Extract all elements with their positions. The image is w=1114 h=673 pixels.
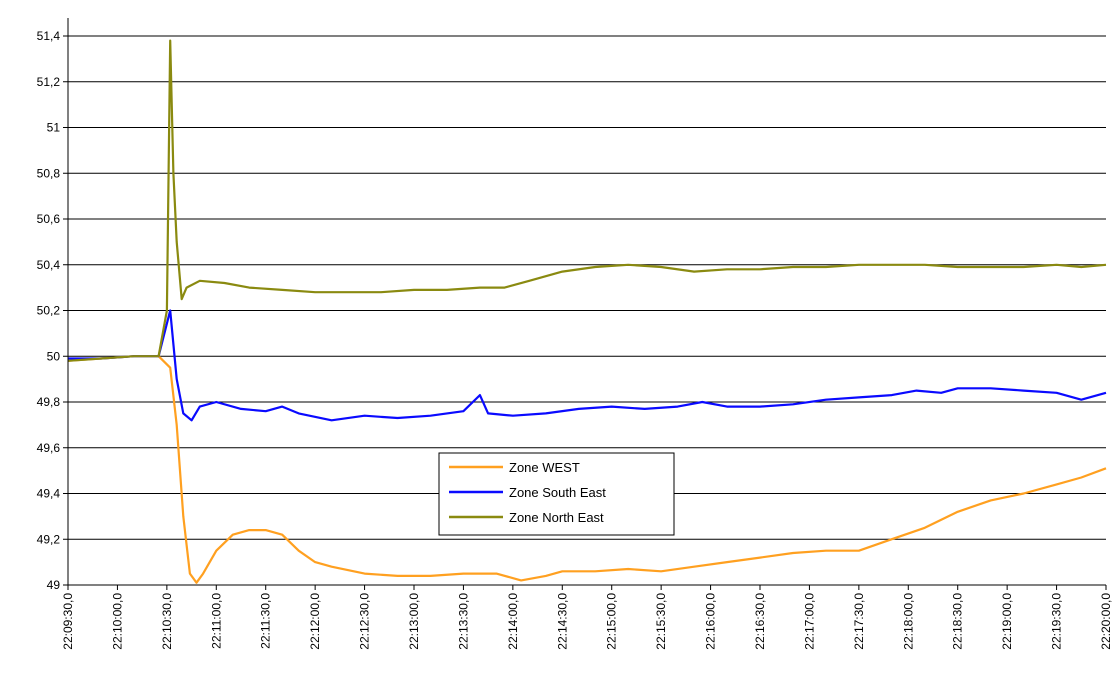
y-tick-label: 49,8 bbox=[37, 395, 61, 409]
x-tick-label: 22:12:00,0 bbox=[308, 593, 322, 650]
y-tick-label: 51,4 bbox=[37, 29, 61, 43]
x-tick-label: 22:19:00,0 bbox=[1000, 593, 1014, 650]
x-tick-label: 22:12:30,0 bbox=[358, 593, 372, 650]
x-tick-label: 22:20:00,0 bbox=[1099, 593, 1113, 650]
x-tick-label: 22:17:00,0 bbox=[802, 593, 816, 650]
y-tick-label: 49 bbox=[47, 578, 61, 592]
x-tick-label: 22:11:00,0 bbox=[209, 593, 223, 649]
y-tick-label: 49,2 bbox=[37, 532, 61, 546]
x-tick-label: 22:11:30,0 bbox=[259, 593, 273, 649]
y-tick-label: 49,4 bbox=[37, 487, 61, 501]
series-line-zone-north-east bbox=[68, 41, 1106, 361]
y-tick-label: 50,2 bbox=[37, 304, 61, 318]
y-tick-label: 51,2 bbox=[37, 75, 61, 89]
x-tick-label: 22:13:30,0 bbox=[456, 593, 470, 650]
legend-label: Zone South East bbox=[509, 485, 606, 500]
x-axis-tick-labels: 22:09:30,0 22:10:00,0 22:10:30,0 22:11:00,0… bbox=[61, 593, 1113, 650]
x-tick-label: 22:16:00,0 bbox=[704, 593, 718, 650]
x-tick-label: 22:15:00,0 bbox=[605, 593, 619, 650]
x-tick-label: 22:14:30,0 bbox=[555, 593, 569, 650]
x-tick-label: 22:15:30,0 bbox=[654, 593, 668, 650]
legend-label: Zone WEST bbox=[509, 460, 580, 475]
legend: Zone WEST Zone South East Zone North East bbox=[439, 453, 674, 535]
x-tick-label: 22:16:30,0 bbox=[753, 593, 767, 650]
y-tick-label: 50,6 bbox=[37, 212, 61, 226]
y-tick-label: 50,4 bbox=[37, 258, 61, 272]
x-tick-label: 22:14:00,0 bbox=[506, 593, 520, 650]
y-tick-label: 50,8 bbox=[37, 166, 61, 180]
legend-label: Zone North East bbox=[509, 510, 604, 525]
x-tick-label: 22:09:30,0 bbox=[61, 593, 75, 650]
y-tick-label: 49,6 bbox=[37, 441, 61, 455]
x-tick-label: 22:10:30,0 bbox=[160, 593, 174, 650]
series-line-zone-south-east bbox=[68, 311, 1106, 421]
y-axis-tick-labels: 49 49,2 49,4 49,6 49,8 50 50,2 50,4 50,6 50,8 51 51… bbox=[37, 29, 61, 592]
x-tick-label: 22:19:30,0 bbox=[1050, 593, 1064, 650]
x-tick-label: 22:18:00,0 bbox=[901, 593, 915, 650]
y-tick-label: 50 bbox=[47, 349, 61, 363]
x-tick-label: 22:18:30,0 bbox=[951, 593, 965, 650]
x-tick-label: 22:17:30,0 bbox=[852, 593, 866, 650]
x-tick-label: 22:13:00,0 bbox=[407, 593, 421, 650]
x-tick-label: 22:10:00,0 bbox=[110, 593, 124, 650]
y-tick-label: 51 bbox=[47, 121, 61, 135]
